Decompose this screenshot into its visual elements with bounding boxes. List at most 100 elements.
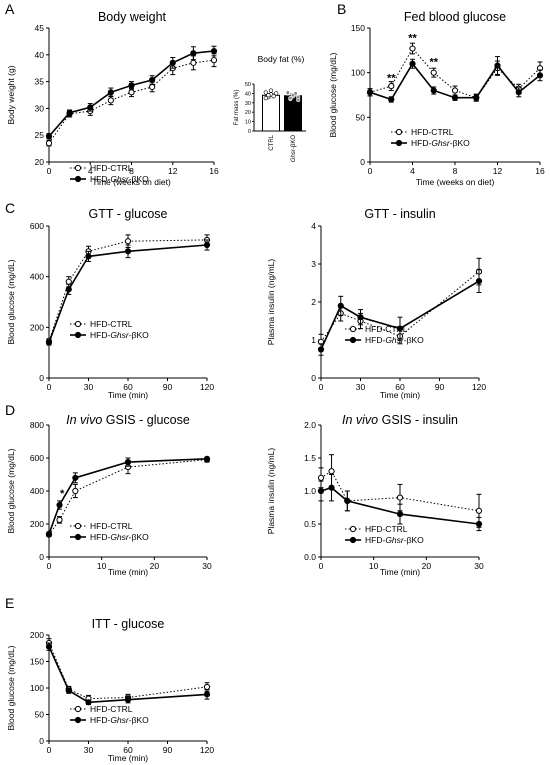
series-ko [45, 642, 211, 706]
legend-marker [74, 705, 82, 713]
data-point [56, 516, 63, 523]
y-tick-label: 20 [35, 157, 45, 167]
series-ko [366, 56, 544, 103]
y-tick-label: 0 [39, 373, 44, 383]
y-axis-label: Plasma insulin (ng/mL) [266, 259, 276, 346]
chart-title: In vivo GSIS - glucose [66, 413, 190, 427]
x-axis-label: Time (min) [108, 390, 148, 400]
y-tick-label: 4 [311, 221, 316, 231]
chart-title: GTT - glucose [89, 207, 168, 221]
x-tick-label: 90 [163, 382, 173, 392]
legend-entry: HFD-Ghsr-βKO [90, 174, 149, 184]
legend-entry: HFD-Ghsr-βKO [365, 535, 424, 545]
data-point [203, 691, 211, 698]
y-tick-label: 10 [245, 120, 251, 126]
data-point [65, 286, 72, 293]
y-axis-label: Blood glucose (mg/dL) [328, 52, 338, 137]
data-point [66, 109, 73, 116]
x-tick-label: 30 [84, 745, 94, 755]
data-point [396, 494, 404, 501]
y-tick-label: 0 [39, 736, 44, 746]
legend-marker [74, 331, 82, 339]
y-tick-label: 0 [248, 129, 251, 135]
data-point [317, 474, 325, 481]
x-axis-label: Time (weeks on diet) [92, 177, 171, 187]
x-tick-label: 8 [453, 166, 458, 176]
y-axis-label: Fat mass (%) [234, 90, 240, 126]
data-point [203, 241, 211, 249]
chart-title: Body weight [98, 10, 167, 24]
legend-entry: HFD-CTRL [90, 163, 133, 173]
legend-marker [395, 139, 403, 147]
x-tick-label: 20 [150, 561, 160, 571]
data-point [344, 497, 351, 504]
category-label: Ghsr-βKO [291, 135, 297, 162]
x-tick-label: 0 [319, 561, 324, 571]
legend-marker [74, 533, 82, 541]
data-point [451, 87, 459, 94]
chart-title: ITT - glucose [92, 617, 165, 631]
series-line [369, 47, 541, 99]
y-tick-label: 600 [30, 221, 44, 231]
significance-marker: ** [408, 32, 417, 44]
legend-entry: HFD-CTRL [90, 704, 133, 714]
y-tick-label: 50 [35, 710, 45, 720]
x-tick-label: 4 [410, 166, 415, 176]
x-tick-label: 12 [168, 166, 178, 176]
y-tick-label: 200 [30, 322, 44, 332]
data-point [56, 501, 63, 509]
data-point [285, 90, 290, 95]
x-tick-label: 120 [200, 382, 214, 392]
legend-marker [74, 320, 82, 328]
x-axis-label: Time (min) [108, 753, 148, 763]
x-tick-label: 8 [129, 166, 134, 176]
data-point [357, 314, 364, 321]
data-point [107, 89, 114, 96]
data-point [45, 530, 53, 538]
data-point [45, 140, 53, 147]
data-point [293, 91, 298, 96]
y-tick-label: 1.5 [304, 453, 316, 463]
data-point [72, 474, 79, 481]
y-tick-label: 1.0 [304, 486, 316, 496]
series-ko [45, 455, 211, 538]
category-label: CTRL [269, 134, 275, 150]
y-tick-label: 30 [35, 103, 45, 113]
data-point [388, 82, 395, 90]
panel-label-c: C [5, 200, 15, 216]
panel-label-d: D [5, 402, 15, 418]
x-tick-label: 30 [474, 561, 484, 571]
panel-label-e: E [5, 595, 14, 611]
data-point [366, 89, 374, 96]
legend-marker [395, 128, 403, 136]
chart-title: Fed blood glucose [404, 10, 506, 24]
bar [262, 94, 280, 132]
data-point [396, 510, 404, 518]
chart-itt-glucose: 0 30 60 90 120 0 50 100 150 200 ITT - glucose Time … [6, 617, 214, 763]
x-tick-label: 12 [493, 166, 503, 176]
data-point [124, 238, 132, 245]
data-point [430, 87, 437, 94]
data-point [169, 59, 176, 66]
data-point [124, 459, 132, 466]
legend-marker [349, 536, 357, 544]
y-tick-label: 100 [30, 683, 44, 693]
legend-entry: HFD-CTRL [411, 127, 454, 137]
chart-gsis-glucose: 0 10 20 30 0 200 400 600 800 In vivo GSIS - gluco… [6, 413, 212, 577]
y-tick-label: 40 [245, 91, 251, 97]
y-tick-label: 50 [245, 82, 251, 88]
y-tick-label: 0.5 [304, 519, 316, 529]
legend-marker [349, 525, 357, 533]
x-tick-label: 30 [356, 382, 366, 392]
series-ctrl [45, 53, 218, 147]
chart-gtt-insulin: 0 30 60 90 120 0 1 2 3 4 GTT - insulin Time (min) Pl… [266, 207, 486, 400]
data-point [396, 325, 404, 332]
significance-marker: ** [429, 57, 438, 69]
x-tick-label: 30 [202, 561, 212, 571]
legend-entry: HFD-CTRL [365, 324, 408, 334]
y-axis-label: Plasma insulin (ng/mL) [266, 448, 276, 535]
data-point [85, 253, 92, 260]
x-tick-label: 0 [47, 745, 52, 755]
